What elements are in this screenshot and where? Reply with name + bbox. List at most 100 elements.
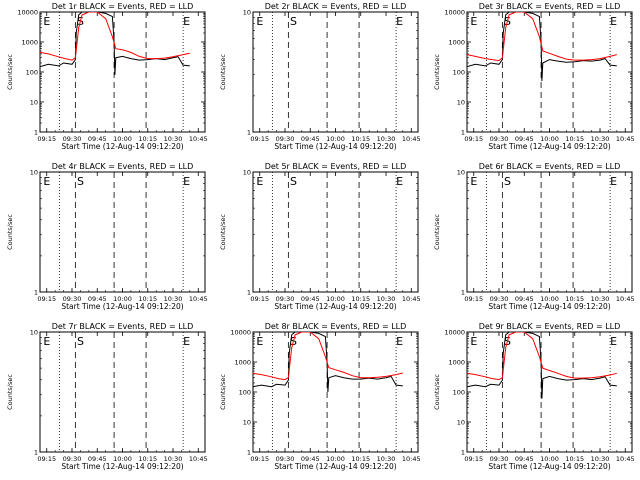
y-tick-label: 10000 (17, 9, 38, 17)
x-tick-label: 10:15 (138, 135, 157, 143)
x-tick-label: 10:00 (113, 455, 132, 463)
panel-det-6: Det 6r BLACK = Events, RED = LLD 09:15 09:… (433, 162, 635, 311)
y-tick-label: 1000 (234, 359, 251, 367)
x-tick-label: 10:15 (565, 455, 584, 463)
x-tick-label: 10:30 (164, 295, 183, 303)
panel-det-8: Det 8r BLACK = Events, RED = LLD 09:15 09:… (219, 322, 421, 471)
y-tick-label: 1 (247, 129, 251, 137)
y-tick-label: 10000 (444, 9, 465, 17)
x-tick-label: 09:45 (301, 455, 320, 463)
phase-mark-e: E (183, 15, 190, 28)
y-tick-label: 1 (461, 289, 465, 297)
x-tick-label: 10:45 (402, 455, 421, 463)
x-tick-label: 09:30 (276, 135, 295, 143)
y-tick-label: 100 (453, 389, 465, 397)
panel-det-1: Det 1r BLACK = Events, RED = LLD 09:15 09:… (6, 2, 208, 151)
x-axis-label: Start Time (12-Aug-14 09:12:20) (61, 142, 183, 151)
y-axis-label: Counts/sec (433, 54, 441, 90)
phase-mark-e: E (470, 15, 477, 28)
x-axis-label: Start Time (12-Aug-14 09:12:20) (274, 302, 396, 311)
phase-mark-e: E (256, 175, 263, 188)
phase-mark-e: E (396, 15, 403, 28)
y-tick-label: 10 (243, 419, 251, 427)
x-tick-label: 09:45 (88, 295, 107, 303)
y-axis-label: Counts/sec (219, 214, 227, 250)
phase-mark-e: E (470, 335, 477, 348)
phase-mark-s: S (77, 175, 84, 188)
x-tick-label: 10:15 (351, 135, 370, 143)
plot-frame (466, 171, 633, 293)
x-tick-label: 09:30 (490, 135, 509, 143)
phase-mark-e: E (396, 335, 403, 348)
plot-frame (39, 331, 206, 453)
panel-det-5: Det 5r BLACK = Events, RED = LLD 09:15 09:… (219, 162, 421, 311)
phase-mark-e: E (470, 175, 477, 188)
plot-frame (466, 11, 633, 133)
phase-mark-s: S (290, 175, 297, 188)
x-tick-label: 10:00 (540, 135, 559, 143)
y-tick-label: 1000 (448, 39, 465, 47)
panel-det-3: Det 3r BLACK = Events, RED = LLD 09:15 09:… (433, 2, 635, 151)
x-tick-label: 10:45 (616, 295, 635, 303)
x-tick-label: 09:15 (37, 295, 56, 303)
x-tick-label: 10:30 (591, 135, 610, 143)
y-tick-label: 100 (239, 389, 251, 397)
events-series-line (467, 332, 617, 399)
y-tick-label: 1 (34, 289, 38, 297)
panel-det-7: Det 7r BLACK = Events, RED = LLD 09:15 09:… (6, 322, 208, 471)
x-tick-label: 09:15 (464, 455, 483, 463)
x-tick-label: 09:15 (464, 135, 483, 143)
x-tick-label: 09:30 (63, 295, 82, 303)
y-tick-label: 10000 (230, 329, 251, 337)
x-tick-label: 10:00 (326, 135, 345, 143)
phase-mark-e: E (43, 175, 50, 188)
y-tick-label: 1 (461, 449, 465, 457)
phase-mark-e: E (610, 15, 617, 28)
phase-mark-e: E (183, 175, 190, 188)
y-axis-label: Counts/sec (433, 214, 441, 250)
x-tick-label: 09:45 (88, 455, 107, 463)
phase-mark-e: E (43, 15, 50, 28)
x-tick-label: 09:15 (250, 295, 269, 303)
x-axis-label: Start Time (12-Aug-14 09:12:20) (488, 302, 610, 311)
plot-frame (39, 11, 206, 133)
y-tick-label: 100 (453, 69, 465, 77)
lld-series-line (40, 12, 190, 61)
x-tick-label: 10:45 (402, 135, 421, 143)
panel-title: Det 2r BLACK = Events, RED = LLD (265, 2, 407, 11)
plot-frame (252, 171, 419, 293)
x-tick-label: 10:30 (377, 135, 396, 143)
y-tick-label: 10 (30, 99, 38, 107)
y-tick-label: 10 (457, 419, 465, 427)
x-tick-label: 10:00 (326, 295, 345, 303)
x-tick-label: 10:15 (138, 455, 157, 463)
x-axis-label: Start Time (12-Aug-14 09:12:20) (488, 142, 610, 151)
plot-frame (252, 11, 419, 133)
y-axis-label: Counts/sec (433, 374, 441, 410)
x-tick-label: 09:15 (37, 455, 56, 463)
phase-mark-e: E (610, 335, 617, 348)
panel-title: Det 1r BLACK = Events, RED = LLD (52, 2, 194, 11)
phase-mark-s: S (290, 15, 297, 28)
x-axis-label: Start Time (12-Aug-14 09:12:20) (488, 462, 610, 471)
x-tick-label: 10:15 (565, 135, 584, 143)
x-axis-label: Start Time (12-Aug-14 09:12:20) (61, 302, 183, 311)
panel-title: Det 4r BLACK = Events, RED = LLD (52, 162, 194, 171)
panel-det-9: Det 9r BLACK = Events, RED = LLD 09:15 09:… (433, 322, 635, 471)
phase-mark-e: E (43, 335, 50, 348)
panel-title: Det 3r BLACK = Events, RED = LLD (479, 2, 621, 11)
x-tick-label: 09:30 (276, 295, 295, 303)
events-series-line (40, 12, 190, 75)
panel-det-2: Det 2r BLACK = Events, RED = LLD 09:15 09:… (219, 2, 421, 151)
x-tick-label: 10:00 (540, 455, 559, 463)
y-axis-label: Counts/sec (6, 214, 14, 250)
x-tick-label: 09:45 (301, 135, 320, 143)
x-axis-label: Start Time (12-Aug-14 09:12:20) (274, 142, 396, 151)
x-tick-label: 10:00 (540, 295, 559, 303)
x-tick-label: 09:30 (63, 135, 82, 143)
x-tick-label: 10:30 (377, 455, 396, 463)
x-tick-label: 09:15 (37, 135, 56, 143)
y-tick-label: 1 (247, 289, 251, 297)
plot-frame (39, 171, 206, 293)
